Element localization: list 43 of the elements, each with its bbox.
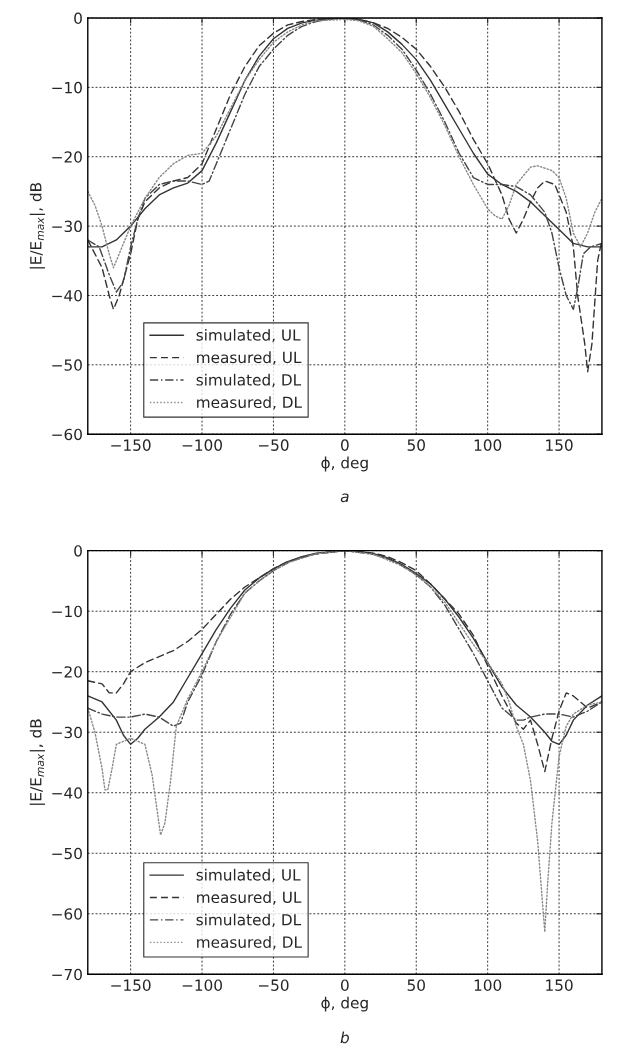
text: b [340,1031,349,1044]
x-tick-label: 150 [546,439,573,451]
y-tick-label: −50 [52,847,82,860]
y-tick-label: −30 [52,726,82,739]
legend-label: simulated, DL [196,913,302,928]
legend-label: simulated, UL [196,328,301,343]
y-tick-label: −60 [52,428,82,441]
legend-label: measured, UL [197,351,302,365]
x-tick-label: −100 [182,979,222,991]
x-tick-label: 100 [474,979,502,991]
legend-label: simulated, UL [196,868,301,883]
x-tick-label: −100 [182,439,222,451]
legend-label: measured, UL [197,891,302,905]
legend-label: measured, DL [197,936,302,950]
y-tick-label: 0 [74,12,82,25]
x-tick-label: 0 [341,439,349,451]
x-tick-label: −50 [258,979,289,991]
y-tick-label: 0 [74,545,82,557]
x-tick-label: −150 [111,979,151,991]
x-tick-label: 0 [341,979,349,991]
x-axis-title: ϕ, deg [321,996,368,1012]
x-tick-label: 50 [407,979,425,991]
y-tick-label: −20 [52,666,82,678]
legend-label: simulated, DL [196,373,302,388]
x-tick-label: 100 [474,439,502,451]
x-tick-label: −50 [258,439,289,451]
y-tick-label: −10 [52,605,82,618]
x-tick-label: −150 [111,439,151,451]
text: a [340,493,349,503]
y-tick-label: −40 [52,289,82,302]
y-tick-label: −10 [52,81,82,94]
x-tick-label: 150 [546,979,573,991]
y-tick-label: −60 [52,908,82,920]
legend-label: measured, DL [197,396,302,410]
x-tick-label: 50 [407,439,425,451]
x-axis-title: ϕ, deg [321,456,368,472]
y-tick-label: −20 [52,151,82,163]
y-axis-title: |E/E$_{max}$|, dB [29,182,45,269]
y-tick-label: −40 [52,787,82,799]
y-tick-label: −50 [52,359,82,371]
y-tick-label: −70 [52,968,82,981]
y-axis-title: |E/E$_{max}$|, dB [29,719,45,805]
y-tick-label: −30 [52,220,82,233]
